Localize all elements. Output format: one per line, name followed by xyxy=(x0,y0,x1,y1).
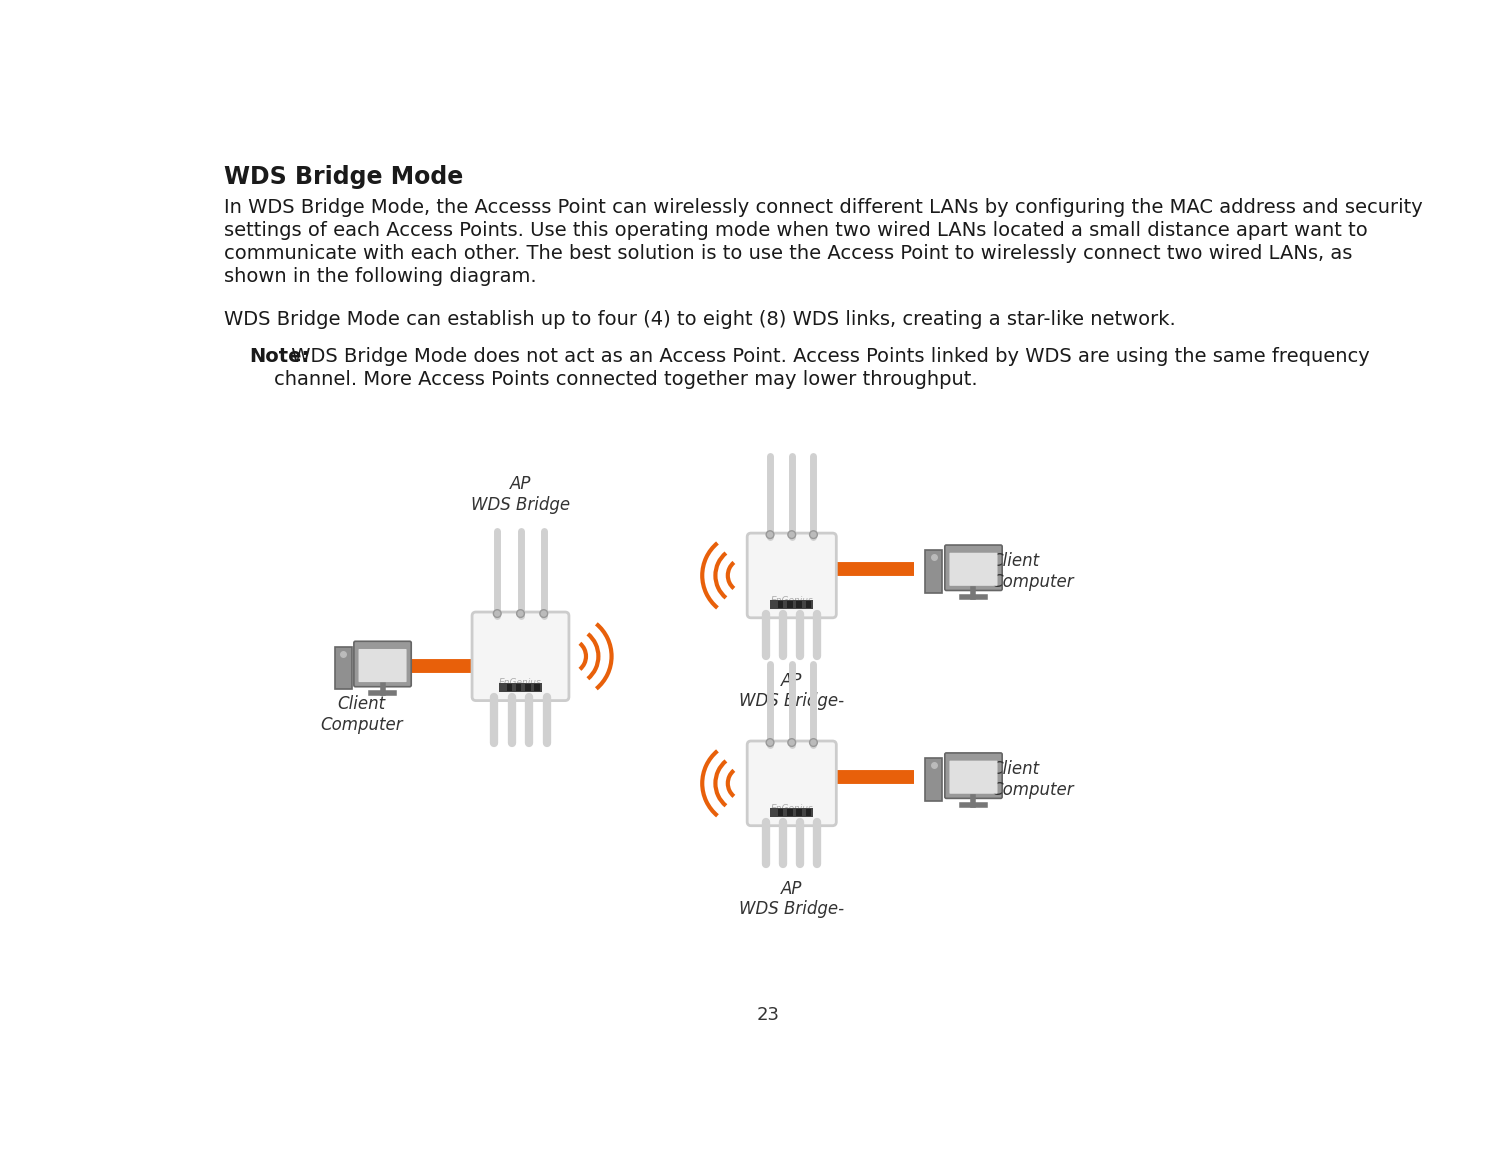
Text: WDS Bridge Mode can establish up to four (4) to eight (8) WDS links, creating a : WDS Bridge Mode can establish up to four… xyxy=(225,310,1176,329)
Bar xyxy=(806,810,810,817)
Text: AP
WDS Bridge: AP WDS Bridge xyxy=(470,475,571,515)
Bar xyxy=(535,684,539,691)
Text: EnGenius: EnGenius xyxy=(499,679,542,688)
Text: In WDS Bridge Mode, the Accesss Point can wirelessly connect different LANs by c: In WDS Bridge Mode, the Accesss Point ca… xyxy=(225,198,1423,218)
Text: WDS Bridge Mode: WDS Bridge Mode xyxy=(225,165,464,190)
Circle shape xyxy=(809,531,818,538)
Text: settings of each Access Points. Use this operating mode when two wired LANs loca: settings of each Access Points. Use this… xyxy=(225,221,1368,240)
Circle shape xyxy=(517,610,524,618)
Bar xyxy=(797,810,801,817)
Bar xyxy=(926,550,942,593)
Circle shape xyxy=(539,610,548,618)
Text: communicate with each other. The best solution is to use the Access Point to wir: communicate with each other. The best so… xyxy=(225,245,1353,263)
FancyBboxPatch shape xyxy=(358,649,406,682)
Text: AP
WDS Bridge-: AP WDS Bridge- xyxy=(739,880,845,918)
FancyBboxPatch shape xyxy=(950,552,998,586)
Bar xyxy=(515,684,521,691)
Bar xyxy=(797,601,801,608)
Text: EnGenius: EnGenius xyxy=(770,804,813,813)
Bar xyxy=(806,601,810,608)
Text: channel. More Access Points connected together may lower throughput.: channel. More Access Points connected to… xyxy=(249,370,978,388)
Text: WDS Bridge Mode does not act as an Access Point. Access Points linked by WDS are: WDS Bridge Mode does not act as an Acces… xyxy=(285,346,1369,366)
Circle shape xyxy=(765,738,774,746)
Circle shape xyxy=(765,531,774,538)
Text: Note:: Note: xyxy=(249,346,310,366)
Bar xyxy=(499,683,542,693)
FancyBboxPatch shape xyxy=(472,612,569,701)
Circle shape xyxy=(493,610,502,618)
Circle shape xyxy=(788,531,795,538)
FancyBboxPatch shape xyxy=(748,534,836,618)
Circle shape xyxy=(788,738,795,746)
Bar xyxy=(786,810,792,817)
Text: Client
Computer: Client Computer xyxy=(992,760,1074,799)
FancyBboxPatch shape xyxy=(950,760,998,793)
Bar xyxy=(770,808,813,817)
Bar xyxy=(334,647,352,689)
Bar xyxy=(777,601,783,608)
Bar xyxy=(777,810,783,817)
Text: EnGenius: EnGenius xyxy=(770,596,813,605)
Bar xyxy=(526,684,530,691)
FancyBboxPatch shape xyxy=(945,753,1002,798)
Bar xyxy=(786,601,792,608)
FancyBboxPatch shape xyxy=(748,741,836,826)
Bar xyxy=(926,758,942,800)
Text: Client
Computer: Client Computer xyxy=(992,552,1074,591)
Text: Client
Computer: Client Computer xyxy=(321,695,403,734)
Circle shape xyxy=(809,738,818,746)
Text: 23: 23 xyxy=(756,1006,779,1025)
Bar xyxy=(770,600,813,610)
Text: shown in the following diagram.: shown in the following diagram. xyxy=(225,268,538,287)
FancyBboxPatch shape xyxy=(945,545,1002,591)
Bar xyxy=(506,684,512,691)
Text: AP
WDS Bridge-: AP WDS Bridge- xyxy=(739,672,845,710)
FancyBboxPatch shape xyxy=(354,641,412,687)
